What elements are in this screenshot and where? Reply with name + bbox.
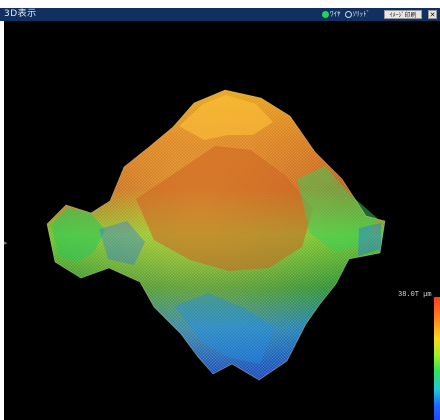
image-print-button[interactable]: ｲﾒｰｼﾞ印刷 bbox=[384, 10, 422, 19]
blue-valley-left bbox=[99, 221, 145, 265]
3d-wireframe-plot bbox=[46, 89, 386, 381]
front-dip bbox=[174, 293, 274, 364]
wire-mode-label: ﾜｲﾔ bbox=[330, 10, 341, 18]
color-scale-max-label: 38.0T μm bbox=[398, 291, 432, 299]
right-ridge bbox=[297, 166, 377, 252]
surface-outline bbox=[46, 89, 386, 381]
window-title: 3D表示 bbox=[4, 9, 37, 19]
solid-mode-label: ｿﾘｯﾄﾞ bbox=[352, 10, 371, 18]
side-marker-icon: ▸ bbox=[4, 239, 8, 247]
solid-mode-radio[interactable]: ｿﾘｯﾄﾞ bbox=[344, 10, 371, 19]
3d-view-canvas[interactable]: ▸ 38.0T μm bbox=[4, 21, 440, 420]
radio-selected-icon bbox=[322, 11, 329, 18]
blue-valley-right bbox=[358, 223, 381, 256]
left-ridge bbox=[51, 208, 105, 262]
height-color-scale bbox=[434, 297, 440, 420]
wire-mode-radio[interactable]: ﾜｲﾔ bbox=[322, 10, 341, 19]
rear-peak bbox=[179, 95, 273, 140]
title-bar: 3D表示 ﾜｲﾔ ｿﾘｯﾄﾞ ｲﾒｰｼﾞ印刷 ✕ bbox=[0, 8, 440, 21]
center-ridge bbox=[136, 146, 313, 271]
close-icon[interactable]: ✕ bbox=[428, 10, 437, 19]
radio-unselected-icon bbox=[344, 11, 352, 18]
render-mode-group: ﾜｲﾔ ｿﾘｯﾄﾞ bbox=[322, 10, 370, 19]
